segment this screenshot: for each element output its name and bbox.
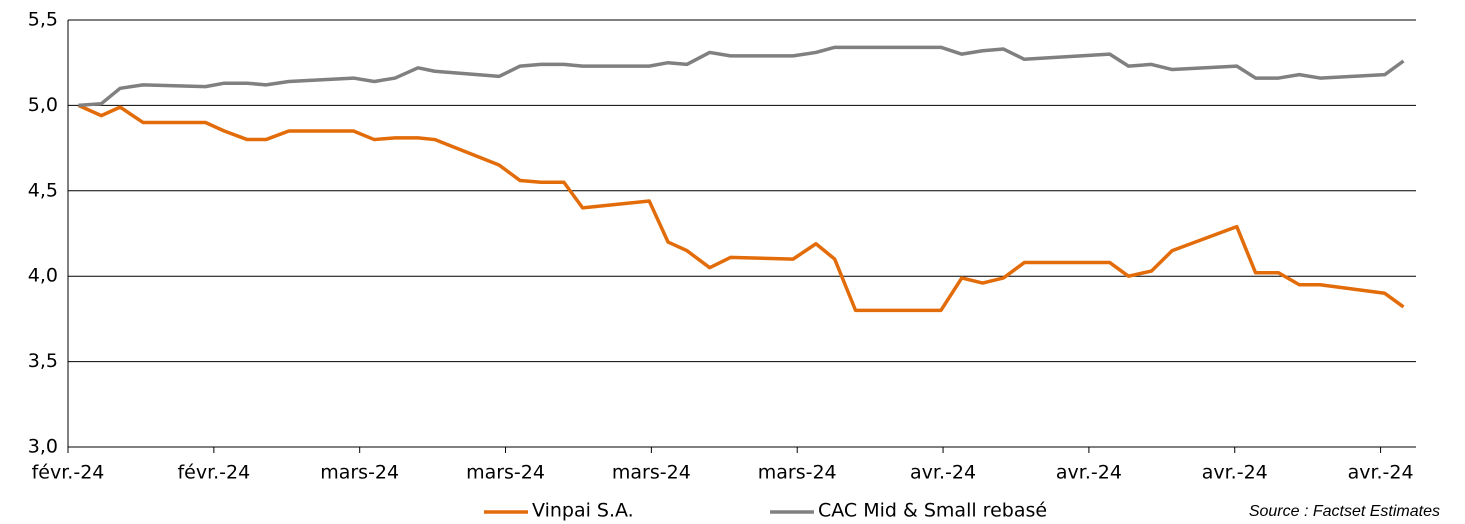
x-tick-label: avr.-24 xyxy=(1202,462,1268,484)
x-tick-label: mars-24 xyxy=(466,462,545,484)
x-tick-label: avr.-24 xyxy=(1056,462,1122,484)
x-tick-label: févr.-24 xyxy=(177,462,250,484)
y-tick-label: 4,5 xyxy=(28,179,58,201)
y-tick-label: 3,0 xyxy=(28,436,58,458)
series-line xyxy=(78,45,1405,108)
series-line xyxy=(77,103,1405,313)
legend-label: CAC Mid & Small rebasé xyxy=(818,500,1047,522)
legend-label: Vinpai S.A. xyxy=(532,500,634,522)
y-tick-label: 5,5 xyxy=(28,9,58,31)
x-tick-label: mars-24 xyxy=(320,462,399,484)
x-tick-label: févr.-24 xyxy=(32,462,105,484)
y-tick-label: 4,0 xyxy=(28,265,58,287)
x-tick-label: avr.-24 xyxy=(1348,462,1414,484)
x-tick-label: mars-24 xyxy=(758,462,837,484)
x-tick-label: avr.-24 xyxy=(910,462,976,484)
source-note: Source : Factset Estimates xyxy=(1249,503,1440,520)
y-tick-label: 3,5 xyxy=(28,350,58,372)
y-tick-label: 5,0 xyxy=(28,94,58,116)
x-tick-label: mars-24 xyxy=(612,462,691,484)
